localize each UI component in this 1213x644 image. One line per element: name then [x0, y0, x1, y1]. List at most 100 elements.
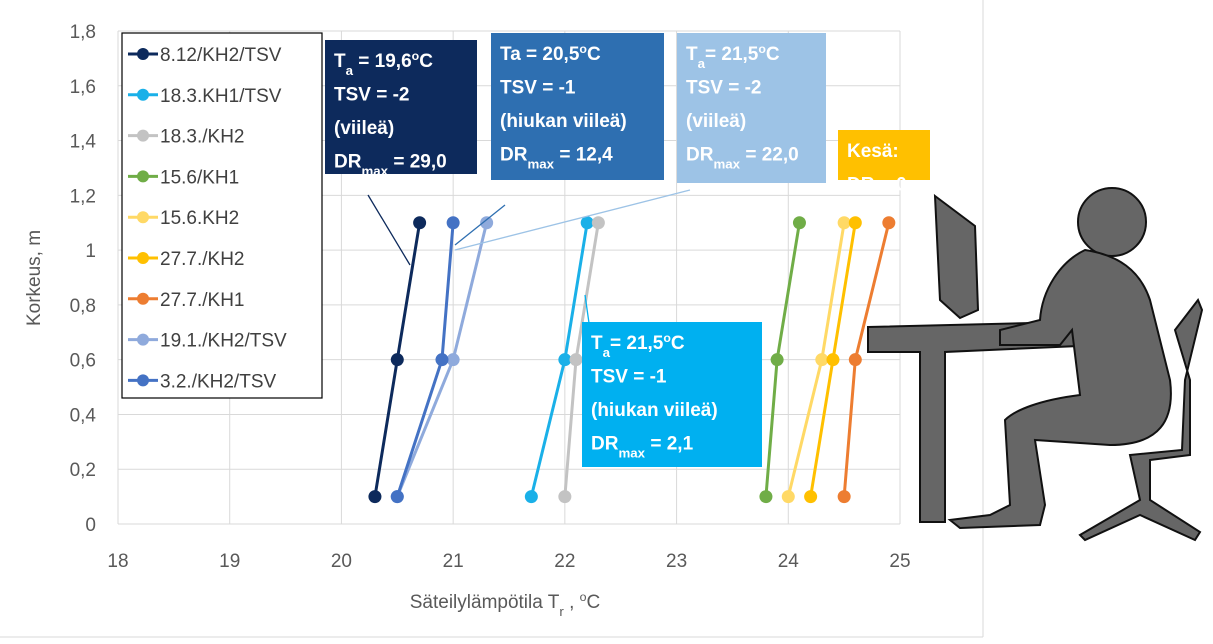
text-part: C	[587, 44, 601, 65]
y-tick-label: 1,8	[70, 22, 96, 43]
text-part: = 22,0	[740, 145, 799, 166]
y-tick-label: 0,8	[70, 296, 96, 317]
text-part: = 19,6	[353, 51, 412, 72]
legend-marker	[137, 334, 149, 346]
text-part: TSV = -1	[500, 78, 576, 99]
text-part: C	[419, 51, 433, 72]
annotation-text: (hiukan viileä)	[591, 400, 718, 421]
data-point	[838, 490, 851, 503]
legend-marker	[137, 170, 149, 182]
data-point	[771, 353, 784, 366]
data-point	[804, 490, 817, 503]
x-tick-label: 18	[107, 551, 128, 572]
text-part: max	[713, 156, 740, 171]
data-point	[759, 490, 772, 503]
text-part: DR	[500, 145, 528, 166]
data-point	[849, 353, 862, 366]
text-part: Säteilylämpötila T	[410, 592, 560, 613]
text-part: (viileä)	[686, 111, 746, 132]
annotation-text: (viileä)	[686, 111, 746, 132]
text-part: TSV = -2	[334, 85, 410, 106]
data-point	[838, 216, 851, 229]
annotation-text: TSV = -1	[500, 78, 576, 99]
data-point	[558, 353, 571, 366]
x-tick-label: 20	[331, 551, 352, 572]
legend-label: 27.7./KH1	[160, 290, 245, 311]
y-axis-title: Korkeus, m	[24, 230, 45, 326]
text-part: = 21,5	[610, 333, 664, 354]
text-part: C	[671, 333, 685, 354]
legend-label: 8.12/KH2/TSV	[160, 45, 282, 66]
text-part: Kesä:	[847, 141, 899, 162]
text-part: max	[527, 156, 554, 171]
data-point	[368, 490, 381, 503]
data-point	[815, 353, 828, 366]
legend-label: 18.3.KH1/TSV	[160, 86, 282, 107]
text-part: T	[686, 44, 698, 65]
legend-label: 27.7./KH2	[160, 249, 245, 270]
legend-label: 18.3./KH2	[160, 127, 245, 148]
y-tick-label: 1,6	[70, 77, 96, 98]
x-tick-label: 22	[554, 551, 575, 572]
data-point	[391, 353, 404, 366]
legend-marker	[137, 48, 149, 60]
legend-marker	[137, 374, 149, 386]
data-point	[849, 216, 862, 229]
data-point	[570, 353, 583, 366]
text-part: (hiukan viileä)	[500, 111, 627, 132]
text-part: Ta = 20,5	[500, 44, 580, 65]
y-tick-label: 0,6	[70, 351, 96, 372]
legend-label: 15.6.KH2	[160, 208, 239, 229]
text-part: max	[618, 445, 645, 460]
chart: 00,20,40,60,811,21,41,61,818192021222324…	[0, 0, 1213, 639]
text-part: max	[361, 163, 388, 178]
x-axis-title: Säteilylämpötila Tr , oC	[410, 590, 601, 619]
text-part: = 2,1	[645, 434, 693, 455]
data-point	[447, 353, 460, 366]
text-part: C	[766, 44, 780, 65]
text-part: C	[587, 592, 601, 613]
data-point	[558, 490, 571, 503]
data-point	[592, 216, 605, 229]
legend-marker	[137, 293, 149, 305]
text-part: DR = 0	[847, 175, 907, 196]
data-point	[435, 353, 448, 366]
annotation-text: TSV = -2	[686, 78, 762, 99]
x-tick-label: 19	[219, 551, 240, 572]
x-tick-label: 21	[443, 551, 464, 572]
data-point	[447, 216, 460, 229]
text-part: T	[591, 333, 603, 354]
data-point	[782, 490, 795, 503]
leader-line	[368, 195, 410, 265]
text-part: (viileä)	[334, 118, 394, 139]
text-part: = 21,5	[705, 44, 759, 65]
annotation-text: TSV = -1	[591, 367, 667, 388]
text-part: = 29,0	[388, 152, 447, 173]
x-tick-label: 24	[778, 551, 800, 572]
legend-label: 19.1./KH2/TSV	[160, 331, 287, 352]
annotation-text: DR = 0	[847, 175, 907, 196]
text-part: T	[334, 51, 346, 72]
text-part: DR	[686, 145, 714, 166]
text-part: ,	[564, 592, 580, 613]
annotation-text: (viileä)	[334, 118, 394, 139]
annotation-text: DRmax = 29,0	[334, 152, 447, 179]
text-part: DR	[334, 152, 362, 173]
legend-marker	[137, 89, 149, 101]
text-part: = 12,4	[554, 145, 613, 166]
text-part: TSV = -2	[686, 78, 762, 99]
person-illustration	[868, 188, 1202, 540]
annotation-text: (hiukan viileä)	[500, 111, 627, 132]
x-tick-label: 25	[889, 551, 910, 572]
legend-label: 15.6/KH1	[160, 167, 239, 188]
legend-marker	[137, 252, 149, 264]
text-part: TSV = -1	[591, 367, 667, 388]
y-tick-label: 0	[85, 515, 96, 536]
y-tick-label: 1,4	[70, 132, 97, 153]
y-tick-label: 0,4	[70, 405, 97, 426]
x-tick-label: 23	[666, 551, 687, 572]
data-point	[391, 490, 404, 503]
text-part: (hiukan viileä)	[591, 400, 718, 421]
legend-marker	[137, 211, 149, 223]
data-point	[581, 216, 594, 229]
